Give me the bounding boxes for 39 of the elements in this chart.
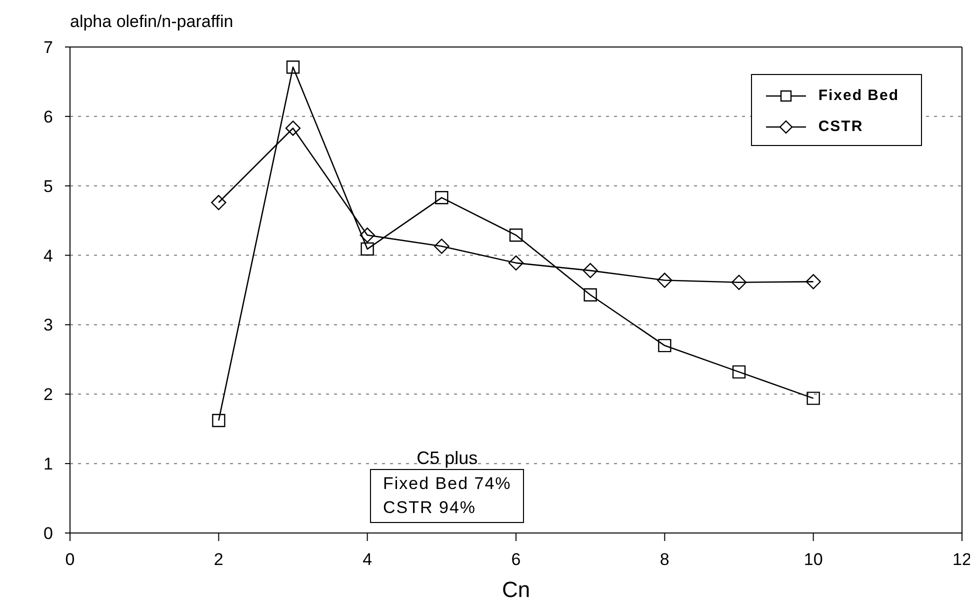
x-tick-label: 4 bbox=[362, 550, 372, 570]
y-tick-label: 1 bbox=[44, 454, 53, 474]
point bbox=[211, 194, 226, 210]
annotation: C5 plus bbox=[416, 448, 479, 469]
legend-label: Fixed Bed bbox=[818, 87, 899, 104]
point bbox=[732, 365, 746, 379]
x-tick-label: 10 bbox=[804, 550, 823, 570]
annotation: CSTR 94% bbox=[383, 497, 478, 519]
point bbox=[658, 338, 672, 352]
point bbox=[212, 414, 226, 428]
y-axis-title: alpha olefin/n-paraffin bbox=[70, 12, 234, 32]
y-tick-label: 4 bbox=[44, 246, 53, 266]
x-tick-label: 8 bbox=[660, 550, 670, 570]
annotation: Fixed Bed 74% bbox=[383, 473, 512, 495]
legend-label: CSTR bbox=[818, 118, 864, 135]
point bbox=[360, 228, 375, 243]
point bbox=[582, 262, 598, 278]
y-tick-label: 7 bbox=[44, 38, 53, 58]
x-axis-title: Cn bbox=[502, 577, 530, 602]
point bbox=[806, 274, 821, 290]
point bbox=[435, 191, 448, 204]
point bbox=[286, 60, 300, 74]
y-tick-label: 6 bbox=[44, 107, 53, 126]
point bbox=[360, 242, 374, 256]
y-tick-label: 0 bbox=[44, 524, 53, 544]
point bbox=[509, 228, 523, 242]
y-tick-label: 5 bbox=[44, 176, 53, 196]
point bbox=[731, 274, 747, 290]
point bbox=[285, 120, 301, 136]
point bbox=[657, 272, 672, 288]
point bbox=[584, 288, 597, 302]
point bbox=[806, 392, 820, 405]
x-tick-label: 0 bbox=[65, 550, 75, 570]
point bbox=[434, 238, 450, 254]
x-tick-label: 6 bbox=[511, 550, 521, 570]
y-tick-label: 2 bbox=[44, 385, 53, 404]
point bbox=[508, 255, 524, 271]
x-tick-label: 2 bbox=[214, 550, 224, 570]
y-tick-label: 3 bbox=[44, 316, 53, 335]
